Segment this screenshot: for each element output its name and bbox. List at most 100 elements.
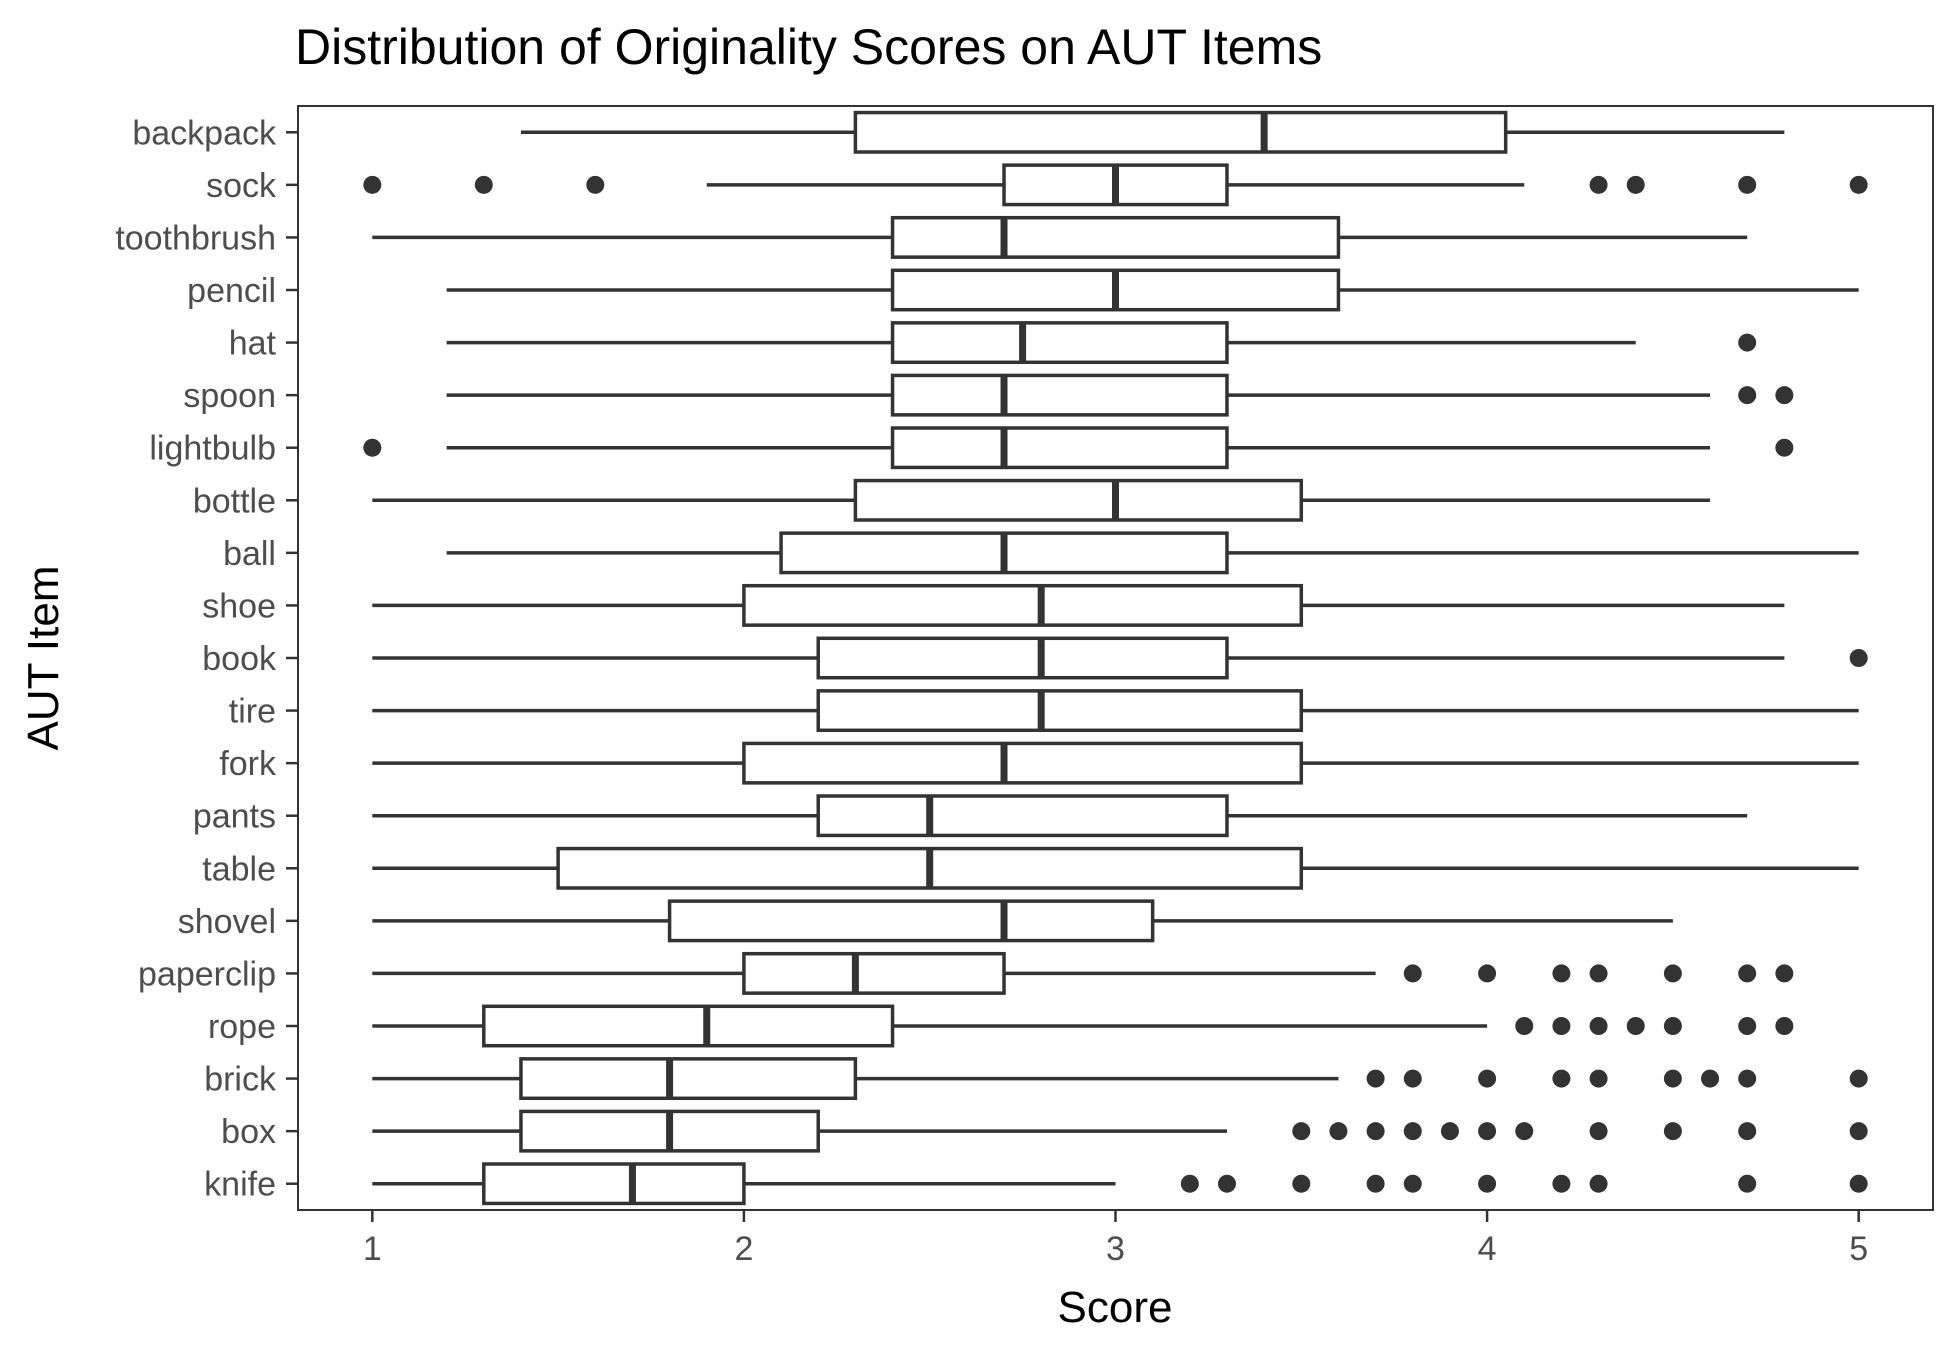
outlier-point [1663,1017,1682,1035]
outlier-point [1589,1017,1608,1035]
outlier-point [1738,333,1757,352]
y-tick-label: shovel [178,903,276,941]
iqr-box [519,1057,858,1101]
outlier-point [1738,175,1757,194]
outlier-point [1515,1017,1534,1035]
y-tick-label: knife [204,1166,276,1204]
y-axis-label: AUT Item [19,565,68,750]
y-tick-label: pencil [187,272,276,310]
box-spoon [446,373,1794,417]
outlier-point [1292,1122,1311,1141]
outlier-point [363,438,382,457]
box-bottle [372,478,1711,522]
y-tick-label: toothbrush [115,219,276,257]
outlier-point [1589,1122,1608,1141]
outlier-point [1292,1174,1311,1193]
box-brick [372,1057,1868,1101]
outlier-point [1663,1122,1682,1141]
y-tick-label: shoe [202,587,276,625]
box-lightbulb [363,426,1794,470]
outlier-point [1589,1174,1608,1193]
outlier-point [1440,1122,1459,1141]
y-tick-label: box [221,1113,276,1151]
y-tick-label: book [202,640,277,678]
box-tire [372,689,1859,733]
outlier-point [1738,386,1757,405]
y-tick-label: hat [229,325,277,363]
y-tick-label: bottle [193,482,276,520]
box-sock [363,163,1868,207]
outlier-point [1589,175,1608,194]
outlier-point [1403,1069,1422,1088]
y-axis: backpack sock toothbrush pencil hat spoon ligh… [115,114,298,1204]
outlier-point [1589,964,1608,983]
outlier-point [1775,438,1794,457]
y-tick-label: paperclip [138,955,276,993]
outlier-point [1552,964,1571,983]
outlier-point [1403,1122,1422,1141]
outlier-point [1478,1174,1497,1193]
y-tick-label: fork [219,745,277,783]
outlier-point [1478,964,1497,983]
iqr-box [482,1162,746,1206]
box-shoe [372,583,1785,627]
x-axis: 1 2 3 4 5 [363,1210,1868,1268]
outlier-point [1849,1122,1868,1141]
outlier-point [1403,964,1422,983]
box-box [372,1109,1868,1153]
iqr-box [482,1004,895,1048]
outlier-point [1478,1122,1497,1141]
iqr-box [853,478,1304,522]
outlier-point [1626,175,1645,194]
y-tick-label: tire [229,693,276,731]
outlier-point [586,175,605,194]
box-pants [372,794,1748,838]
box-book [372,636,1868,680]
outlier-point [1849,649,1868,667]
y-tick-label: backpack [132,114,277,152]
outlier-point [1738,1017,1757,1035]
outlier-point [1552,1017,1571,1035]
iqr-box [890,215,1341,259]
iqr-box [742,583,1304,627]
y-tick-label: ball [223,535,276,573]
outlier-point [1589,1069,1608,1088]
x-tick-label: 2 [734,1230,753,1268]
iqr-box [890,321,1229,365]
y-tick-label: brick [204,1061,277,1099]
outlier-point [1738,964,1757,983]
box-layer [363,110,1868,1206]
box-hat [446,321,1757,365]
outlier-point [1478,1069,1497,1088]
outlier-point [1626,1017,1645,1035]
outlier-point [474,175,493,194]
box-pencil [446,268,1859,312]
outlier-point [1552,1069,1571,1088]
iqr-box [816,636,1229,680]
outlier-point [1849,175,1868,194]
y-tick-label: sock [206,167,277,205]
outlier-point [1366,1122,1385,1141]
iqr-box [742,741,1304,785]
outlier-point [1701,1069,1720,1088]
box-rope [372,1004,1794,1048]
box-backpack [520,110,1785,154]
outlier-point [1515,1122,1534,1141]
outlier-point [1738,1174,1757,1193]
iqr-box [853,110,1508,154]
y-tick-label: spoon [183,377,276,415]
outlier-point [1775,386,1794,405]
x-tick-label: 4 [1478,1230,1497,1268]
iqr-box [816,794,1229,838]
outlier-point [1217,1174,1236,1193]
outlier-point [1366,1069,1385,1088]
outlier-point [1663,1069,1682,1088]
x-tick-label: 1 [363,1230,382,1268]
iqr-box [667,899,1155,943]
box-paperclip [372,951,1794,995]
y-tick-label: rope [208,1008,276,1046]
box-knife [372,1162,1868,1206]
x-tick-label: 3 [1106,1230,1125,1268]
outlier-point [1180,1174,1199,1193]
